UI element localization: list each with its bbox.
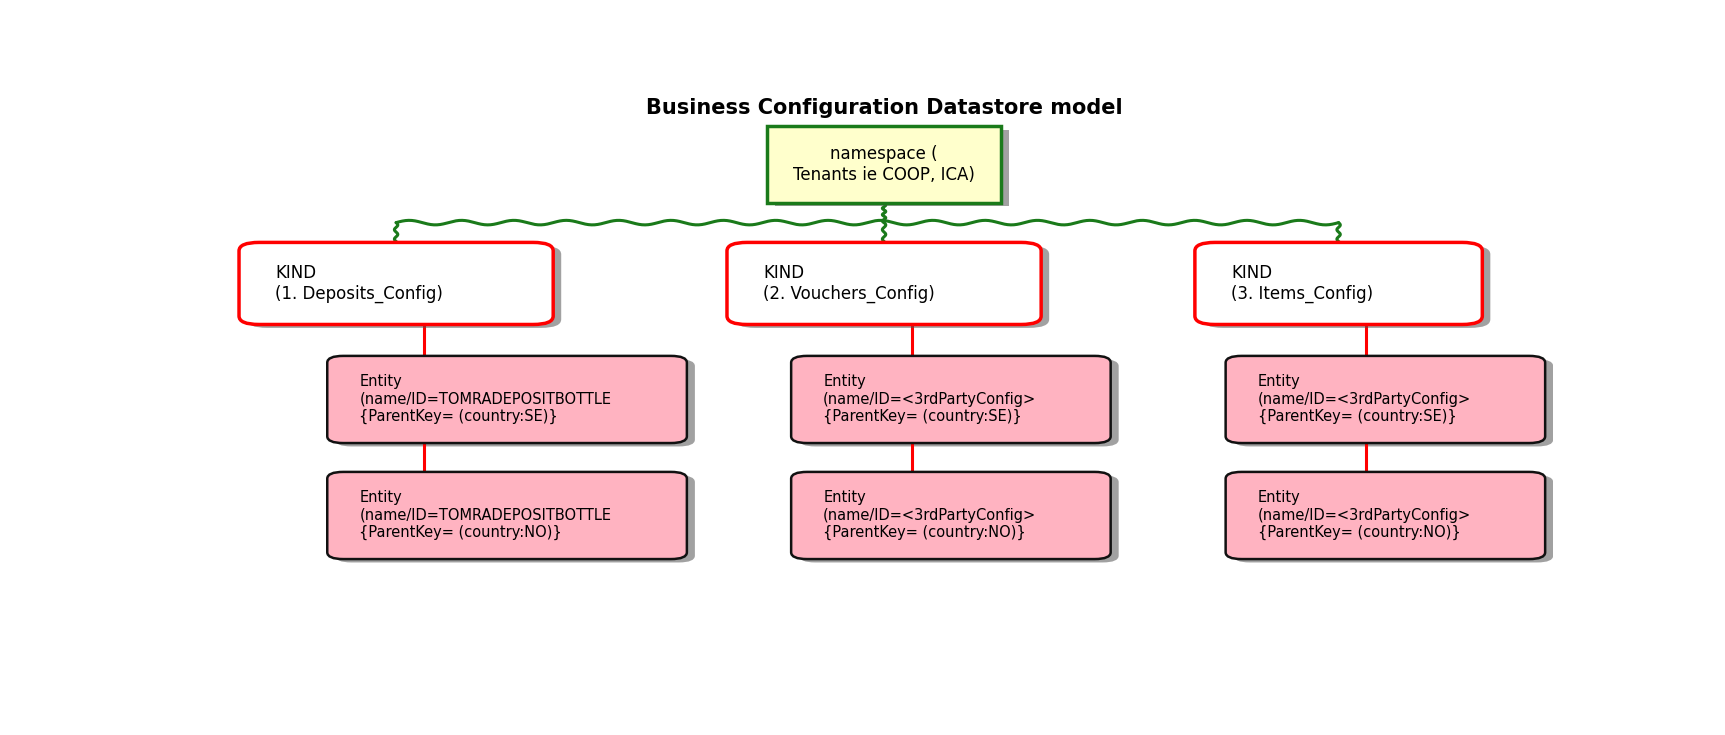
FancyBboxPatch shape <box>792 472 1111 559</box>
Text: Entity
(name/ID=<3rdPartyConfig>
{ParentKey= (country:SE)}: Entity (name/ID=<3rdPartyConfig> {Parent… <box>1258 374 1471 425</box>
FancyBboxPatch shape <box>247 245 561 328</box>
FancyBboxPatch shape <box>1233 359 1552 446</box>
Text: Entity
(name/ID=<3rdPartyConfig>
{ParentKey= (country:NO)}: Entity (name/ID=<3rdPartyConfig> {Parent… <box>1258 490 1471 540</box>
FancyBboxPatch shape <box>335 359 695 446</box>
FancyBboxPatch shape <box>775 130 1009 207</box>
FancyBboxPatch shape <box>335 476 695 562</box>
FancyBboxPatch shape <box>768 126 1000 203</box>
Text: Entity
(name/ID=<3rdPartyConfig>
{ParentKey= (country:NO)}: Entity (name/ID=<3rdPartyConfig> {Parent… <box>823 490 1037 540</box>
Text: namespace (
Tenants ie COOP, ICA): namespace ( Tenants ie COOP, ICA) <box>794 146 975 184</box>
FancyBboxPatch shape <box>1226 472 1546 559</box>
FancyBboxPatch shape <box>328 356 687 443</box>
FancyBboxPatch shape <box>726 243 1042 324</box>
FancyBboxPatch shape <box>1233 476 1552 562</box>
FancyBboxPatch shape <box>1195 243 1482 324</box>
Text: KIND
(3. Items_Config): KIND (3. Items_Config) <box>1232 264 1373 303</box>
Text: KIND
(2. Vouchers_Config): KIND (2. Vouchers_Config) <box>762 264 935 303</box>
FancyBboxPatch shape <box>799 359 1120 446</box>
FancyBboxPatch shape <box>328 472 687 559</box>
FancyBboxPatch shape <box>1226 356 1546 443</box>
Text: Entity
(name/ID=TOMRADEPOSITBOTTLE
{ParentKey= (country:SE)}: Entity (name/ID=TOMRADEPOSITBOTTLE {Pare… <box>359 374 611 425</box>
Text: KIND
(1. Deposits_Config): KIND (1. Deposits_Config) <box>274 264 443 303</box>
Text: Business Configuration Datastore model: Business Configuration Datastore model <box>645 98 1123 118</box>
FancyBboxPatch shape <box>792 356 1111 443</box>
Text: Entity
(name/ID=<3rdPartyConfig>
{ParentKey= (country:SE)}: Entity (name/ID=<3rdPartyConfig> {Parent… <box>823 374 1037 425</box>
FancyBboxPatch shape <box>1202 245 1490 328</box>
FancyBboxPatch shape <box>240 243 554 324</box>
FancyBboxPatch shape <box>735 245 1049 328</box>
Text: Entity
(name/ID=TOMRADEPOSITBOTTLE
{ParentKey= (country:NO)}: Entity (name/ID=TOMRADEPOSITBOTTLE {Pare… <box>359 490 611 540</box>
FancyBboxPatch shape <box>799 476 1120 562</box>
